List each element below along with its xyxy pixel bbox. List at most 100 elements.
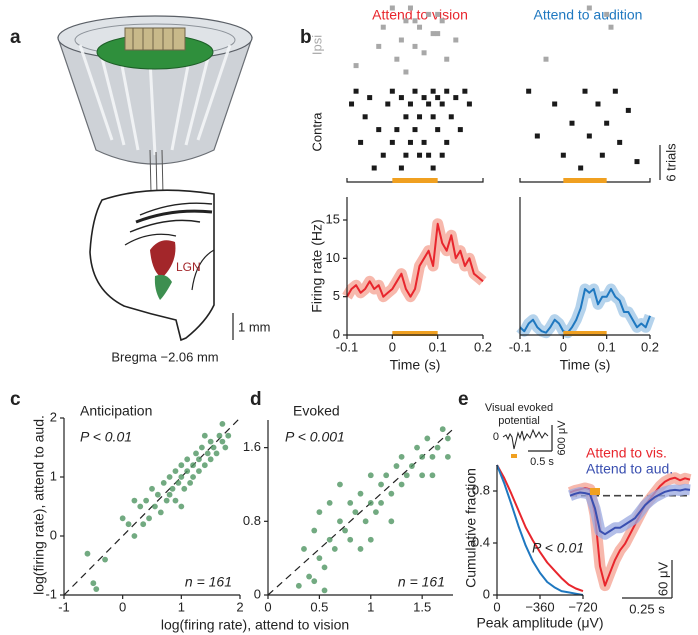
line — [519, 288, 651, 334]
inset-scale-label: 600 μV — [556, 420, 568, 456]
spike — [435, 95, 441, 101]
error-band — [516, 283, 656, 339]
inset-title: Visual evoked — [485, 402, 553, 414]
spike — [353, 63, 359, 69]
point — [140, 521, 147, 528]
spike — [569, 120, 575, 126]
point — [352, 509, 359, 516]
point — [149, 485, 155, 492]
panel-label: b — [300, 27, 312, 48]
point — [204, 450, 211, 457]
spike — [453, 95, 459, 101]
inset-title: potential — [498, 415, 540, 427]
x-tick-label: -0.1 — [509, 339, 531, 354]
spike — [394, 127, 400, 133]
spike — [380, 152, 386, 158]
point — [434, 444, 441, 451]
chart-title: Attend to audition — [534, 7, 643, 23]
x-tick-label: 2 — [236, 599, 243, 614]
y-tick-label: 1.6 — [243, 439, 261, 454]
point — [172, 497, 179, 504]
spike — [376, 127, 382, 133]
spike — [625, 107, 631, 113]
y-axis-label: log(firing rate), attend to aud. — [31, 415, 47, 595]
stimulus-bar — [392, 331, 438, 336]
point — [225, 432, 232, 439]
x-axis-label: Time (s) — [560, 357, 611, 373]
spike — [526, 88, 532, 94]
point — [378, 481, 384, 488]
point — [119, 515, 126, 522]
x-tick-label: 0 — [119, 599, 126, 614]
x-tick-label: 1 — [178, 599, 185, 614]
point — [166, 474, 173, 480]
spike — [398, 95, 404, 101]
spike — [353, 88, 359, 94]
y-tick-label: 15 — [326, 211, 340, 226]
scale-label: 60 μV — [655, 562, 670, 597]
spike — [371, 165, 377, 171]
point — [219, 421, 226, 427]
point — [429, 472, 436, 479]
implant-diagram — [57, 15, 253, 241]
x-tick-label: −360 — [525, 599, 554, 614]
point — [219, 438, 226, 445]
point — [403, 472, 410, 479]
stimulus-bar — [392, 178, 438, 183]
point — [306, 573, 313, 580]
point — [357, 546, 364, 552]
y-tick-label: 10 — [326, 250, 340, 265]
x-axis-label: Time (s) — [390, 357, 441, 373]
spike — [612, 88, 618, 94]
spike — [403, 114, 409, 120]
spike — [444, 56, 450, 62]
point — [198, 444, 205, 451]
spike — [634, 159, 640, 165]
spike — [389, 5, 395, 11]
spike — [417, 24, 423, 30]
point — [125, 521, 132, 528]
spike — [599, 152, 605, 158]
point — [90, 580, 97, 587]
point — [178, 503, 185, 510]
point — [388, 518, 395, 525]
x-tick-label: 0.5 — [310, 599, 328, 614]
spike — [394, 56, 400, 62]
x-tick-label: 0.2 — [474, 339, 492, 354]
line — [496, 464, 584, 596]
annotation: P < 0.001 — [285, 429, 345, 445]
spike — [403, 18, 409, 24]
spike — [430, 31, 436, 37]
spike — [389, 88, 395, 94]
point — [444, 453, 451, 460]
point — [337, 518, 343, 525]
point — [187, 480, 194, 486]
spike — [417, 114, 423, 120]
x-tick-label: 0 — [560, 339, 567, 354]
panel-label: e — [458, 389, 469, 410]
series-label: Contra — [309, 112, 324, 152]
spike — [448, 114, 454, 120]
x-tick-label: 0.2 — [641, 339, 659, 354]
point — [419, 472, 426, 479]
panel-label: d — [250, 389, 262, 410]
spike — [380, 24, 386, 30]
inset-zero: 0 — [493, 431, 499, 443]
point — [154, 491, 161, 498]
point — [311, 527, 318, 534]
point — [378, 499, 384, 506]
x-tick-label: 0 — [493, 599, 500, 614]
spike — [586, 133, 592, 139]
point — [388, 490, 395, 497]
spike — [385, 101, 391, 107]
y-tick-label: 0.8 — [472, 482, 490, 497]
spike — [457, 127, 463, 133]
point — [181, 485, 188, 492]
spike — [560, 152, 566, 158]
x-tick-label: -1 — [58, 599, 70, 614]
x-axis-label: log(firing rate), attend to vision — [161, 617, 349, 633]
point — [357, 490, 364, 497]
spike — [444, 88, 450, 94]
spike — [595, 101, 601, 107]
